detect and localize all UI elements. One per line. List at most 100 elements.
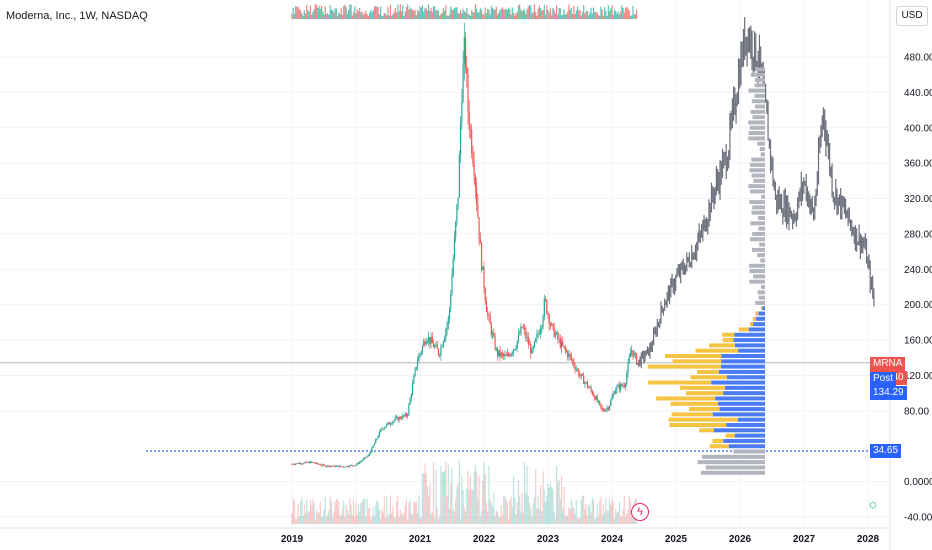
candle-body	[394, 417, 396, 420]
volume-bar-top	[327, 13, 329, 19]
y-tick-label: 360.00	[904, 159, 932, 170]
post-price-badge: Post134.29	[870, 372, 932, 400]
volume-bar	[426, 486, 428, 524]
volume-bar-top	[403, 15, 405, 19]
candle-body	[295, 463, 297, 465]
volume-bar	[370, 518, 372, 524]
volume-bar-top	[595, 12, 597, 19]
volume-bar	[620, 516, 622, 524]
candle-body	[293, 464, 296, 466]
candle-body	[591, 390, 593, 395]
profile-bar-down	[680, 385, 725, 390]
candle-body	[595, 396, 597, 400]
candle-body	[514, 349, 516, 351]
volume-bar	[386, 496, 388, 524]
volume-bar	[621, 516, 623, 524]
candle-body	[580, 374, 582, 376]
volume-bar	[628, 495, 630, 524]
volume-bar-top	[384, 13, 387, 19]
candle-body	[519, 334, 521, 336]
volume-bar-top	[323, 14, 325, 19]
volume-bar-top	[456, 7, 458, 19]
volume-bar-top	[570, 7, 572, 19]
volume-bar	[421, 472, 424, 524]
volume-bar-top	[504, 9, 506, 19]
profile-bar-grey	[750, 189, 765, 194]
profile-bar-grey	[755, 67, 765, 72]
candle-body	[324, 465, 326, 467]
volume-bar	[605, 498, 607, 524]
volume-bar	[367, 508, 369, 524]
currency-button[interactable]: USD	[896, 6, 928, 26]
candle-body	[437, 348, 440, 355]
volume-bar	[495, 510, 497, 524]
volume-bar-top	[328, 14, 330, 19]
volume-bar	[600, 496, 602, 524]
volume-bar	[575, 499, 577, 524]
volume-bar	[492, 506, 494, 524]
volume-bar	[477, 497, 479, 524]
profile-bar-grey	[757, 290, 765, 295]
volume-bar	[301, 497, 303, 524]
volume-bar	[574, 513, 576, 524]
candle-body	[524, 328, 526, 330]
profile-bar-down	[709, 444, 729, 449]
candle-body	[301, 463, 303, 465]
volume-bar-top	[437, 10, 440, 19]
profile-bar-grey	[759, 242, 765, 247]
x-tick-label: 2026	[729, 534, 752, 545]
volume-bar-top	[421, 5, 424, 19]
volume-bar-top	[298, 9, 300, 19]
sun-icon[interactable]: ☼	[867, 496, 879, 511]
volume-bar-top	[496, 14, 499, 19]
volume-bar-top	[519, 4, 521, 20]
volume-bar-top	[573, 5, 575, 19]
candle-body	[536, 333, 538, 339]
volume-bar-top	[586, 10, 588, 19]
y-tick-label: 120.00	[904, 371, 932, 382]
volume-bar-top	[383, 13, 385, 19]
candle-body	[480, 243, 483, 271]
volume-bar	[525, 493, 527, 524]
volume-bar-top	[615, 10, 617, 19]
volume-bar	[348, 513, 350, 524]
volume-bar	[559, 498, 561, 524]
volume-bar-top	[478, 12, 480, 19]
volume-bar	[356, 514, 358, 524]
volume-bar-top	[405, 6, 408, 19]
candle-body	[573, 361, 575, 366]
y-tick-label: 440.00	[904, 88, 932, 99]
candle-body	[634, 353, 636, 355]
volume-bar	[394, 518, 396, 524]
profile-bar-grey	[755, 300, 765, 305]
volume-bar	[515, 514, 517, 524]
candle-body	[414, 368, 416, 376]
volume-bar-top	[414, 9, 416, 19]
volume-bar-top	[580, 15, 582, 19]
volume-bar	[389, 495, 392, 524]
volume-bar-top	[616, 13, 618, 19]
candle-body	[495, 348, 497, 350]
profile-bar-grey	[757, 141, 765, 146]
volume-bar	[399, 509, 401, 524]
y-tick-label: 160.00	[904, 336, 932, 347]
volume-bar-top	[444, 10, 446, 19]
volume-bar-top	[420, 7, 422, 20]
volume-bar-top	[548, 12, 550, 19]
volume-bar	[300, 501, 302, 524]
candle-body	[368, 453, 371, 455]
volume-bar	[423, 473, 425, 524]
volume-bar	[479, 516, 481, 524]
candle-body	[356, 463, 358, 465]
candle-body	[316, 462, 318, 464]
flash-icon[interactable]: ϟ	[631, 503, 649, 521]
candle-body	[426, 341, 428, 342]
volume-bar	[596, 503, 598, 524]
volume-bar-top	[530, 5, 532, 20]
volume-bar	[366, 498, 368, 524]
volume-bar-top	[435, 10, 437, 19]
profile-bar-down	[697, 369, 719, 374]
candle-body	[341, 466, 344, 468]
volume-bar	[314, 519, 316, 524]
